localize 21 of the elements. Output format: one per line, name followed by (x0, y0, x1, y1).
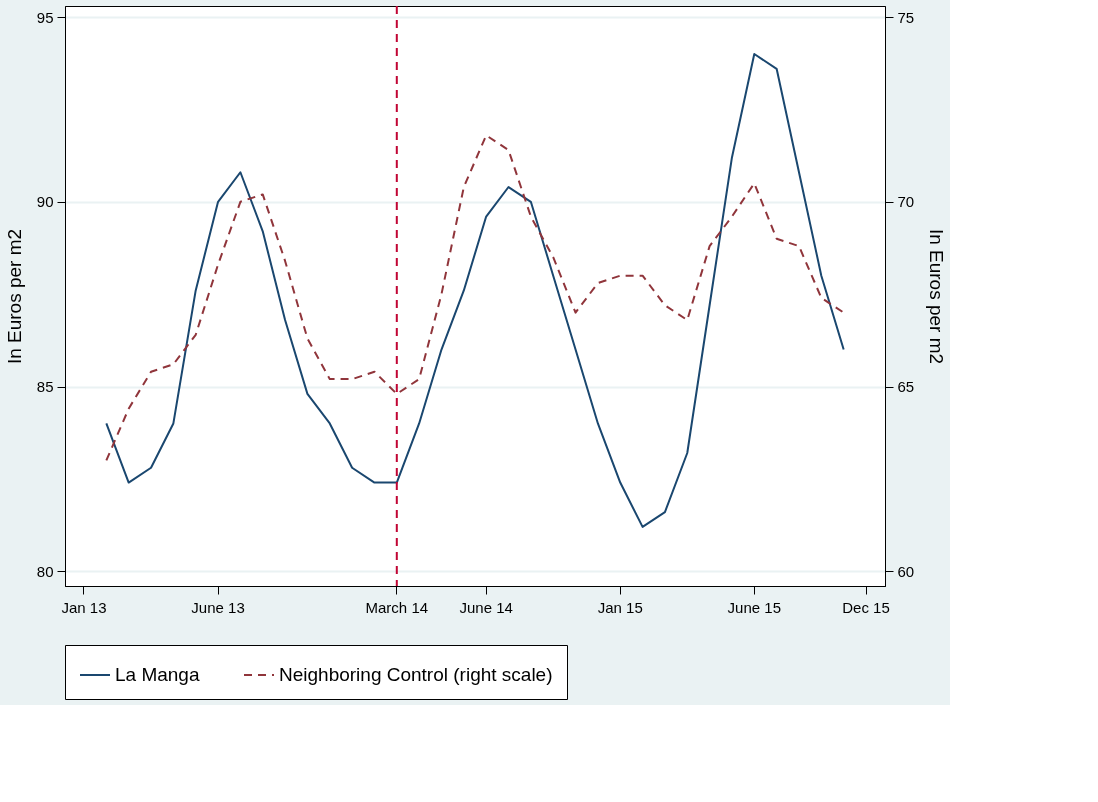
x-tick-label: Dec 15 (842, 598, 890, 616)
y-axis-title: In Euros per m2 (3, 228, 25, 365)
y-tick-label: 90 (36, 193, 54, 211)
x-tick-label: June 13 (191, 598, 245, 616)
y2-tick-label: 65 (897, 378, 915, 396)
y-tick-label: 85 (36, 378, 54, 396)
y-tick-label: 80 (36, 562, 54, 580)
x-tick-label: Jan 13 (61, 598, 107, 616)
x-tick-label: Jan 15 (597, 598, 643, 616)
line-series (105, 134, 845, 462)
y2-axis-title: In Euros per m2 (926, 228, 948, 365)
y2-tick-label: 70 (897, 193, 915, 211)
x-tick-label: June 15 (727, 598, 781, 616)
x-tick-label: March 14 (365, 598, 429, 616)
y-tick-label: 95 (36, 8, 54, 26)
x-tick-label: June 14 (459, 598, 513, 616)
legend-label: Neighboring Control (right scale) (279, 664, 553, 685)
line-series (105, 53, 845, 528)
y2-tick-label: 75 (897, 8, 915, 26)
y2-tick-label: 60 (897, 562, 915, 580)
legend-label: La Manga (115, 664, 200, 685)
